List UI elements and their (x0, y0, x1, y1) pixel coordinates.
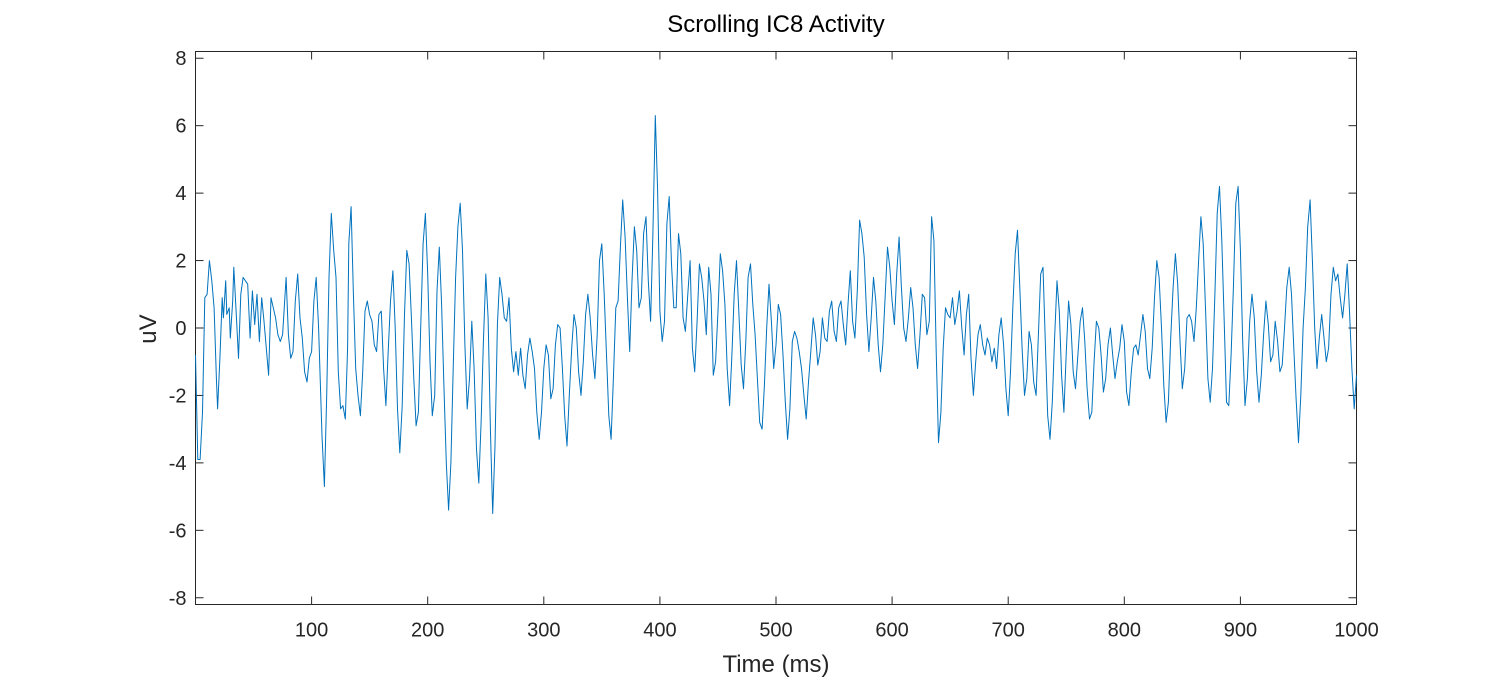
y-axis-label: uV (135, 314, 162, 343)
y-tick-label: -4 (169, 453, 187, 475)
y-tick-label: -6 (169, 520, 187, 542)
x-axis-label: Time (ms) (722, 651, 829, 678)
x-tick-label: 100 (295, 620, 328, 642)
chart-title: Scrolling IC8 Activity (667, 11, 884, 38)
x-tick-label: 900 (1224, 620, 1257, 642)
x-tick-label: 700 (992, 620, 1025, 642)
axis-tick-labels: 100 200 300 400 500 600 700 800 900 1000 -8 -6 -4 -2 0… (169, 48, 1379, 641)
x-tick-label: 1000 (1334, 620, 1379, 642)
x-tick-label: 500 (759, 620, 792, 642)
x-tick-label: 800 (1108, 620, 1141, 642)
y-tick-label: 4 (175, 183, 186, 205)
x-tick-label: 600 (875, 620, 908, 642)
y-tick-label: 0 (175, 318, 186, 340)
x-tick-label: 300 (527, 620, 560, 642)
x-tick-label: 200 (411, 620, 444, 642)
axis-ticks (195, 51, 1357, 605)
y-tick-label: 2 (175, 251, 186, 273)
plot-area (195, 51, 1357, 605)
series-layer (195, 115, 1357, 514)
y-tick-label: 8 (175, 48, 186, 70)
series-line-0 (195, 115, 1357, 514)
y-tick-label: 6 (175, 116, 186, 138)
x-tick-label: 400 (643, 620, 676, 642)
y-tick-label: -2 (169, 385, 187, 407)
y-tick-label: -8 (169, 588, 187, 610)
